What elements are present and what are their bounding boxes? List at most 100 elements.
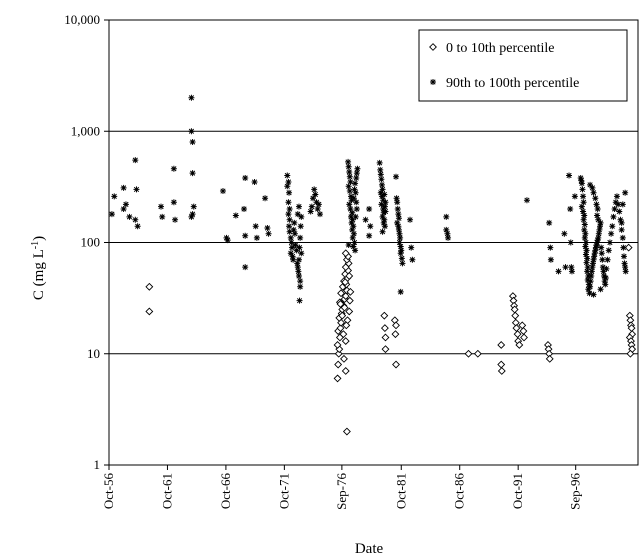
data-point-high <box>595 216 602 223</box>
data-point-high <box>621 260 628 267</box>
series-diamond-open <box>145 243 637 436</box>
data-point-high <box>288 244 295 251</box>
data-point-high <box>232 212 239 219</box>
data-point-high <box>352 247 359 254</box>
data-point-high <box>581 234 588 241</box>
data-point-high <box>602 281 609 288</box>
data-point-high <box>362 216 369 223</box>
data-point-high <box>224 237 231 244</box>
legend-marker-asterisk <box>430 79 436 85</box>
data-point-high <box>395 223 402 230</box>
data-point-high <box>596 226 603 233</box>
data-point-high <box>188 94 195 101</box>
data-point-high <box>599 264 606 271</box>
data-point-low <box>341 337 350 346</box>
data-point-high <box>582 243 589 250</box>
data-point-high <box>349 226 356 233</box>
data-point-high <box>594 212 601 219</box>
data-point-high <box>349 216 356 223</box>
data-point-high <box>190 203 197 210</box>
data-point-high <box>346 173 353 180</box>
data-point-high <box>379 186 386 193</box>
data-point-high <box>619 201 626 208</box>
data-point-high <box>348 219 355 226</box>
legend-symbol-asterisk <box>430 79 436 85</box>
x-tick-label: Oct-81 <box>393 473 408 509</box>
data-point-high <box>581 226 588 233</box>
data-point-low <box>519 327 528 335</box>
data-point-high <box>346 169 353 176</box>
data-point-high <box>159 213 166 220</box>
data-point-high <box>132 157 139 164</box>
x-tick-label: Sep-96 <box>568 473 583 510</box>
data-point-high <box>349 234 356 241</box>
data-point-high <box>350 230 357 237</box>
data-point-high <box>568 264 575 271</box>
data-point-low <box>336 300 345 308</box>
data-point-high <box>620 253 627 260</box>
data-point-high <box>578 203 585 210</box>
data-point-high <box>587 181 594 188</box>
data-point-high <box>601 278 608 285</box>
data-point-high <box>584 264 591 271</box>
data-point-high <box>582 239 589 246</box>
data-point-high <box>395 211 402 218</box>
data-point-high <box>347 178 354 185</box>
data-point-high <box>555 268 562 275</box>
data-point-low <box>145 282 154 291</box>
legend-label-high: 90th to 100th percentile <box>446 76 579 91</box>
data-point-low <box>342 427 351 436</box>
data-point-high <box>618 219 625 226</box>
data-point-high <box>616 208 623 215</box>
data-point-high <box>293 247 300 254</box>
data-point-high <box>393 195 400 202</box>
data-point-high <box>595 234 602 241</box>
data-point-high <box>297 223 304 230</box>
data-point-low <box>545 354 554 363</box>
data-point-high <box>585 286 592 293</box>
data-point-high <box>445 234 452 241</box>
data-point-high <box>381 203 388 210</box>
data-point-high <box>398 247 405 254</box>
data-point-high <box>595 230 602 237</box>
data-point-low <box>392 321 400 330</box>
data-point-high <box>287 234 294 241</box>
data-point-high <box>443 213 450 220</box>
data-point-high <box>393 173 400 180</box>
data-point-high <box>582 251 589 258</box>
y-tick-label: 10 <box>87 346 100 361</box>
data-points <box>108 94 637 436</box>
data-point-high <box>590 291 597 298</box>
data-point-high <box>111 193 118 200</box>
data-point-high <box>352 189 359 196</box>
data-point-low <box>337 289 345 298</box>
data-point-low <box>345 296 354 305</box>
data-point-high <box>580 193 587 200</box>
data-point-high <box>587 283 594 290</box>
data-point-high <box>345 183 352 190</box>
data-point-high <box>291 219 298 226</box>
data-point-high <box>609 223 616 230</box>
data-point-high <box>395 215 402 222</box>
legend-box <box>418 29 628 102</box>
data-point-high <box>120 206 127 213</box>
x-tick-label: Oct-86 <box>452 473 467 510</box>
data-point-high <box>294 211 301 218</box>
data-point-high <box>567 239 574 246</box>
data-point-high <box>286 206 293 213</box>
data-point-high <box>290 226 297 233</box>
data-point-high <box>583 259 590 266</box>
data-point-high <box>399 260 406 267</box>
data-point-high <box>317 211 324 218</box>
data-point-high <box>172 216 179 223</box>
data-point-low <box>341 249 350 258</box>
data-point-high <box>382 208 389 215</box>
data-point-high <box>605 247 612 254</box>
data-point-high <box>579 186 586 193</box>
data-point-high <box>350 243 357 250</box>
data-point-high <box>310 195 317 202</box>
data-point-high <box>381 223 388 230</box>
data-point-high <box>315 201 322 208</box>
data-point-high <box>367 223 374 230</box>
data-point-high <box>132 216 139 223</box>
